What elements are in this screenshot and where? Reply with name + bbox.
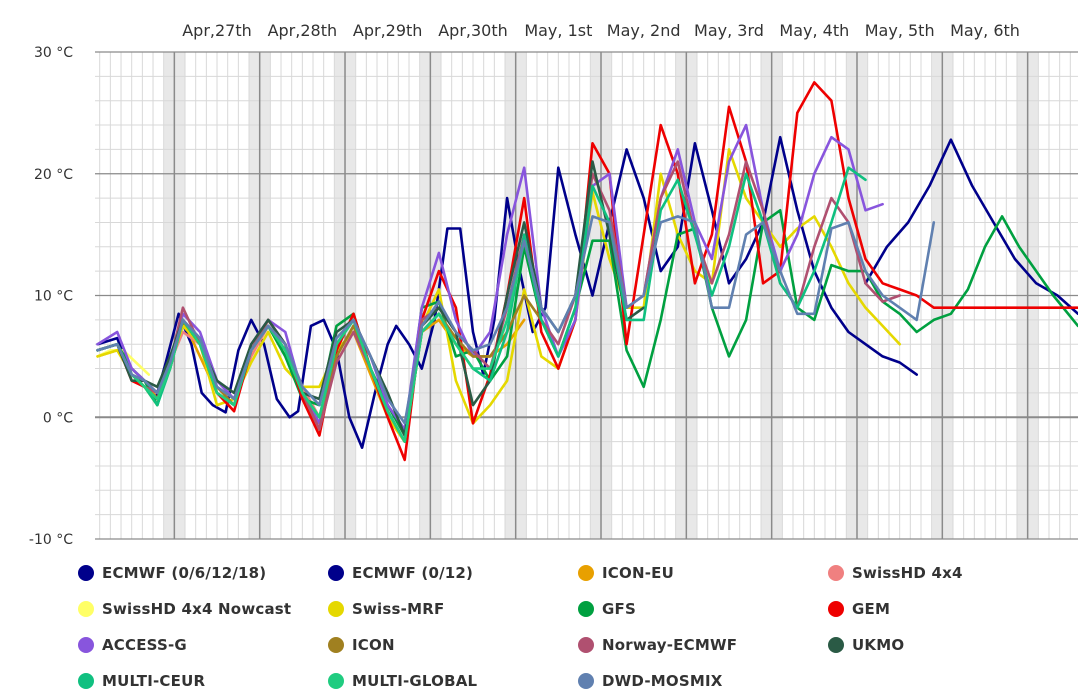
legend-item[interactable]: MULTI-GLOBAL: [328, 670, 477, 692]
legend-label: ECMWF (0/6/12/18): [102, 564, 266, 582]
legend-swatch-icon: [328, 673, 344, 689]
legend-item[interactable]: Norway-ECMWF: [578, 634, 737, 656]
temperature-chart: 30 °C 20 °C 10 °C 0 °C -10 °C Apr,27th Apr,28…: [0, 0, 1078, 552]
legend-label: Swiss-MRF: [352, 600, 444, 618]
legend-label: ICON: [352, 636, 395, 654]
y-tick-label: 20 °C: [34, 167, 73, 183]
legend-label: ACCESS-G: [102, 636, 187, 654]
y-tick-label: 30 °C: [34, 45, 73, 61]
legend-item[interactable]: UKMO: [828, 634, 904, 656]
legend-label: ICON-EU: [602, 564, 674, 582]
legend-item[interactable]: DWD-MOSMIX: [578, 670, 723, 692]
legend-swatch-icon: [578, 673, 594, 689]
legend-item[interactable]: GEM: [828, 598, 890, 620]
x-day-label: May, 2nd: [607, 21, 681, 40]
legend-swatch-icon: [828, 637, 844, 653]
legend-label: SwissHD 4x4: [852, 564, 963, 582]
legend-item[interactable]: SwissHD 4x4: [828, 562, 963, 584]
legend-swatch-icon: [78, 601, 94, 617]
legend-swatch-icon: [78, 565, 94, 581]
legend-swatch-icon: [328, 637, 344, 653]
legend-label: DWD-MOSMIX: [602, 672, 723, 690]
x-day-label: Apr,30th: [438, 21, 508, 40]
legend-label: ECMWF (0/12): [352, 564, 473, 582]
legend-item[interactable]: ACCESS-G: [78, 634, 187, 656]
y-tick-label: 10 °C: [34, 289, 73, 305]
legend-item[interactable]: SwissHD 4x4 Nowcast: [78, 598, 291, 620]
x-day-label: May, 3rd: [694, 21, 764, 40]
x-day-label: Apr,29th: [353, 21, 423, 40]
x-day-label: Apr,27th: [182, 21, 252, 40]
legend-item[interactable]: ICON-EU: [578, 562, 674, 584]
legend-item[interactable]: ICON: [328, 634, 395, 656]
y-axis: 30 °C 20 °C 10 °C 0 °C -10 °C: [29, 45, 73, 548]
legend-item[interactable]: ECMWF (0/12): [328, 562, 473, 584]
legend-label: SwissHD 4x4 Nowcast: [102, 600, 291, 618]
y-tick-label: 0 °C: [43, 410, 73, 426]
legend-swatch-icon: [328, 565, 344, 581]
legend-item[interactable]: GFS: [578, 598, 636, 620]
y-tick-label: -10 °C: [29, 532, 73, 548]
legend: ECMWF (0/6/12/18) ECMWF (0/12) ICON-EU Swis…: [78, 562, 1078, 688]
x-day-label: May, 6th: [950, 21, 1020, 40]
x-day-label: May, 5th: [865, 21, 935, 40]
legend-item[interactable]: MULTI-CEUR: [78, 670, 205, 692]
legend-swatch-icon: [828, 565, 844, 581]
legend-swatch-icon: [78, 673, 94, 689]
legend-swatch-icon: [828, 601, 844, 617]
legend-item[interactable]: Swiss-MRF: [328, 598, 444, 620]
legend-swatch-icon: [578, 565, 594, 581]
legend-swatch-icon: [328, 601, 344, 617]
legend-label: Norway-ECMWF: [602, 636, 737, 654]
legend-swatch-icon: [578, 637, 594, 653]
x-day-label: Apr,28th: [268, 21, 338, 40]
legend-label: GFS: [602, 600, 636, 618]
legend-label: MULTI-CEUR: [102, 672, 205, 690]
legend-label: UKMO: [852, 636, 904, 654]
legend-label: GEM: [852, 600, 890, 618]
x-axis-day-labels: Apr,27th Apr,28th Apr,29th Apr,30th May, 1st…: [182, 21, 1020, 40]
legend-label: MULTI-GLOBAL: [352, 672, 477, 690]
legend-swatch-icon: [578, 601, 594, 617]
legend-swatch-icon: [78, 637, 94, 653]
legend-item[interactable]: ECMWF (0/6/12/18): [78, 562, 266, 584]
x-day-label: May, 4th: [779, 21, 849, 40]
x-day-label: May, 1st: [524, 21, 592, 40]
